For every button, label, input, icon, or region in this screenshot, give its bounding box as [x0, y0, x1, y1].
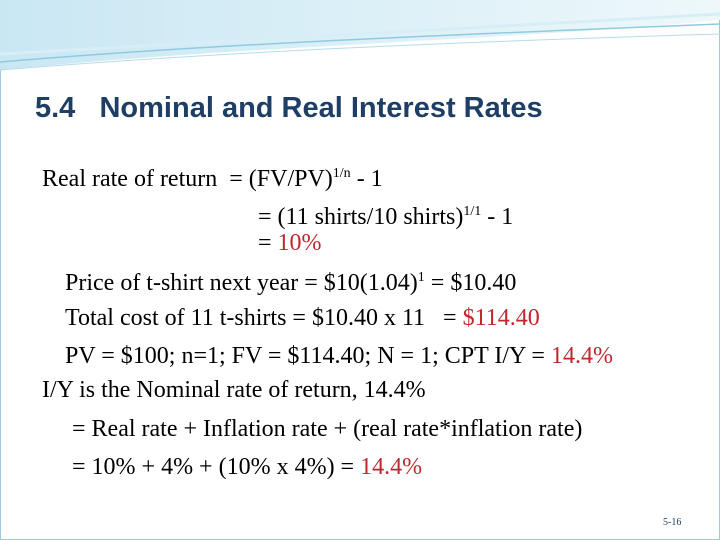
text-line: = (11 shirts/10 shirts)1/1 - 1: [258, 198, 513, 231]
text-line: Total cost of 11 t-shirts = $10.40 x 11 …: [65, 304, 540, 332]
text: = 10% + 4% + (10% x 4%) =: [72, 454, 361, 480]
superscript: 1/n: [332, 166, 351, 181]
text: = $10.40: [424, 270, 517, 296]
text: Price of t-shirt next year = $10(1.04): [65, 270, 418, 296]
text-line: Price of t-shirt next year = $10(1.04)1 …: [65, 264, 516, 297]
text: - 1: [350, 166, 383, 192]
text: = Real rate + Inflation rate + (real rat…: [72, 416, 583, 442]
highlight: $114.40: [462, 305, 540, 331]
superscript: 1: [417, 270, 425, 285]
text-line: Real rate of return = (FV/PV)1/n - 1: [42, 160, 383, 193]
text: Total cost of 11 t-shirts = $10.40 x 11 …: [65, 305, 463, 331]
slide-title: 5.4 Nominal and Real Interest Rates: [35, 92, 543, 124]
superscript: 1/1: [463, 204, 482, 219]
text: PV = $100; n=1; FV = $114.40; N = 1; CPT…: [65, 343, 551, 369]
text: = (11 shirts/10 shirts): [258, 204, 464, 230]
text-line: = 10% + 4% + (10% x 4%) = 14.4%: [72, 453, 422, 481]
text-line: PV = $100; n=1; FV = $114.40; N = 1; CPT…: [65, 342, 613, 370]
text: I/Y is the Nominal rate of return, 14.4%: [42, 377, 426, 403]
highlight: 14.4%: [360, 454, 423, 480]
text: =: [258, 230, 278, 256]
text-line: = Real rate + Inflation rate + (real rat…: [72, 415, 582, 443]
text-line: = 10%: [258, 229, 322, 257]
highlight: 14.4%: [550, 343, 613, 369]
text: Real rate of return = (FV/PV): [42, 166, 333, 192]
text-line: I/Y is the Nominal rate of return, 14.4%: [42, 376, 426, 404]
highlight: 10%: [277, 230, 322, 256]
text: - 1: [481, 204, 514, 230]
slide-number: 5-16: [663, 517, 682, 528]
